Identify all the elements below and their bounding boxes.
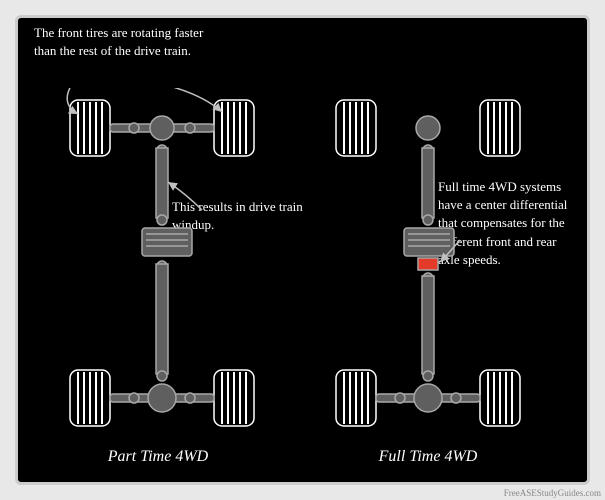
- outer-frame: The front tires are rotating faster than…: [0, 0, 605, 500]
- inner-panel: The front tires are rotating faster than…: [15, 15, 590, 485]
- caption-right: Full Time 4WD: [348, 448, 508, 466]
- credit-text: FreeASEStudyGuides.com: [504, 488, 601, 498]
- drivetrain-left: [42, 88, 282, 448]
- drivetrain-right: [308, 88, 548, 448]
- diagram-panel: The front tires are rotating faster than…: [18, 18, 587, 482]
- annotation-front-tires: The front tires are rotating faster than…: [34, 24, 224, 60]
- caption-left: Part Time 4WD: [78, 448, 238, 466]
